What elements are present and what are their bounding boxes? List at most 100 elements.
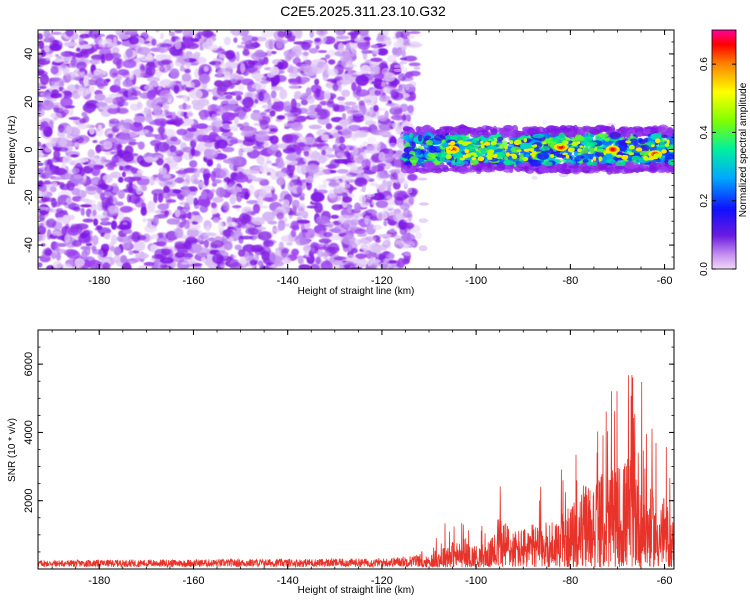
spectrogram-cell xyxy=(181,261,189,265)
spectrogram-cell xyxy=(91,249,103,255)
spectrogram-cell xyxy=(39,74,50,85)
spectrogram-cell xyxy=(335,35,350,40)
spectrogram-cell xyxy=(242,146,254,153)
spectrogram-cell xyxy=(403,55,418,62)
spectrogram-cell xyxy=(407,34,415,39)
spectrogram-cell xyxy=(337,42,344,54)
spectrogram-cell xyxy=(236,191,243,203)
spectrogram-cell xyxy=(301,228,316,239)
spectrogram-cell xyxy=(342,219,357,230)
colorbar-tick-label: 0.2 xyxy=(699,193,710,207)
spectrogram-cell xyxy=(149,177,155,186)
spectrogram-cell xyxy=(302,146,312,152)
spectrogram-cell xyxy=(174,39,182,50)
spectrogram-cell xyxy=(407,173,418,181)
spectrogram-cell xyxy=(55,53,60,58)
spectrogram-cell xyxy=(162,102,167,111)
spectrogram-cell xyxy=(190,174,197,185)
spectrogram-cell xyxy=(609,131,621,140)
spectrogram-cell xyxy=(221,111,236,122)
spectrogram-cell xyxy=(464,149,470,154)
spectrogram-cell xyxy=(368,215,377,221)
spectrogram-cell xyxy=(61,62,67,69)
spectrogram-cell xyxy=(116,74,123,81)
spectrogram-cell xyxy=(74,141,80,148)
spectrogram-cell xyxy=(122,59,137,69)
spectrogram-cell xyxy=(191,99,201,106)
spectrogram-cell xyxy=(576,130,587,135)
spectrogram-cell xyxy=(118,237,124,242)
spectrogram-cell xyxy=(402,67,408,73)
spectrogram-cell xyxy=(103,184,114,192)
spectrogram-cell xyxy=(305,87,312,97)
spectrogram-peak-center xyxy=(610,148,615,151)
spectrogram-cell xyxy=(144,156,155,163)
spectrogram-cell xyxy=(97,201,103,212)
spectrogram-cell xyxy=(614,165,626,170)
spectrogram-cell xyxy=(38,33,44,40)
spectrogram-cell xyxy=(417,134,423,142)
spectrogram-cell xyxy=(109,85,119,93)
spectrogram-cell xyxy=(187,32,195,36)
spectrogram-cell xyxy=(259,82,267,91)
spectrogram-cell xyxy=(414,43,423,47)
spectrogram-cell xyxy=(383,72,396,82)
spectrogram-cell xyxy=(95,101,108,107)
spectrogram-cell xyxy=(139,56,150,61)
spectrogram-cell xyxy=(140,206,147,216)
spectrogram-cell xyxy=(122,101,129,107)
spectrogram-cell xyxy=(108,93,123,98)
spectrogram-cell xyxy=(294,234,307,246)
spectrogram-cell xyxy=(249,259,258,266)
spectrogram-cell xyxy=(229,124,239,131)
spectrogram-cell xyxy=(135,252,149,260)
spectrogram-cell xyxy=(291,248,300,256)
snr-panel: -180 -160 -140 -120 -100 -80 -60 2000 4000 6000 H… xyxy=(7,329,675,596)
spectrogram-cell xyxy=(490,164,496,172)
spectrogram-cell xyxy=(333,256,348,261)
spectrogram-cell xyxy=(326,68,339,77)
snr-y-axis-label: SNR (10 * v/v) xyxy=(7,418,18,482)
spectrogram-cell xyxy=(89,58,100,65)
spectrogram-cell xyxy=(503,159,515,166)
spectrogram-cell xyxy=(77,87,89,97)
spectrogram-cell xyxy=(206,159,214,167)
spectrogram-cell xyxy=(368,64,380,75)
spectrogram-cell xyxy=(114,162,129,166)
spectrogram-cell xyxy=(43,53,54,59)
spectrogram-cell xyxy=(382,240,391,248)
spectrogram-cell xyxy=(65,30,74,37)
spectrogram-cell xyxy=(182,94,189,103)
spectrogram-cell xyxy=(266,171,271,176)
spectrogram-cell xyxy=(344,262,356,269)
spectrogram-ytick-label: 20 xyxy=(23,96,35,108)
spectrogram-cell xyxy=(85,242,93,247)
spectrogram-cell xyxy=(537,152,550,160)
spectrogram-cell xyxy=(283,49,297,58)
spectrogram-cell xyxy=(362,249,370,255)
spectrogram-cell xyxy=(592,156,597,161)
spectrogram-cell xyxy=(355,74,369,86)
spectrogram-cell xyxy=(256,155,265,165)
spectrogram-cell xyxy=(418,245,428,252)
spectrogram-cell xyxy=(273,100,285,112)
spectrogram-cell xyxy=(351,82,357,92)
spectrogram-xtick-label: -160 xyxy=(182,275,204,287)
spectrogram-cell xyxy=(38,40,45,50)
spectrogram-cell xyxy=(39,85,47,90)
spectrogram-cell xyxy=(424,135,432,140)
spectrogram-cell xyxy=(355,253,367,259)
spectrogram-cell xyxy=(449,150,453,154)
spectrogram-cell xyxy=(282,203,291,215)
spectrogram-cell xyxy=(236,44,244,49)
spectrogram-cell xyxy=(378,233,392,238)
spectrogram-cell xyxy=(560,127,572,132)
spectrogram-cell xyxy=(497,162,506,169)
spectrogram-cell xyxy=(509,140,514,145)
spectrogram-cell xyxy=(252,203,261,214)
spectrogram-cell xyxy=(80,245,92,251)
spectrogram-cell xyxy=(275,157,281,164)
spectrogram-panel: -180 -160 -140 -120 -100 -80 -60 -40 -20 0 20 40 He… xyxy=(7,29,675,297)
spectrogram-cell xyxy=(278,241,285,251)
spectrogram-cell xyxy=(284,159,298,166)
